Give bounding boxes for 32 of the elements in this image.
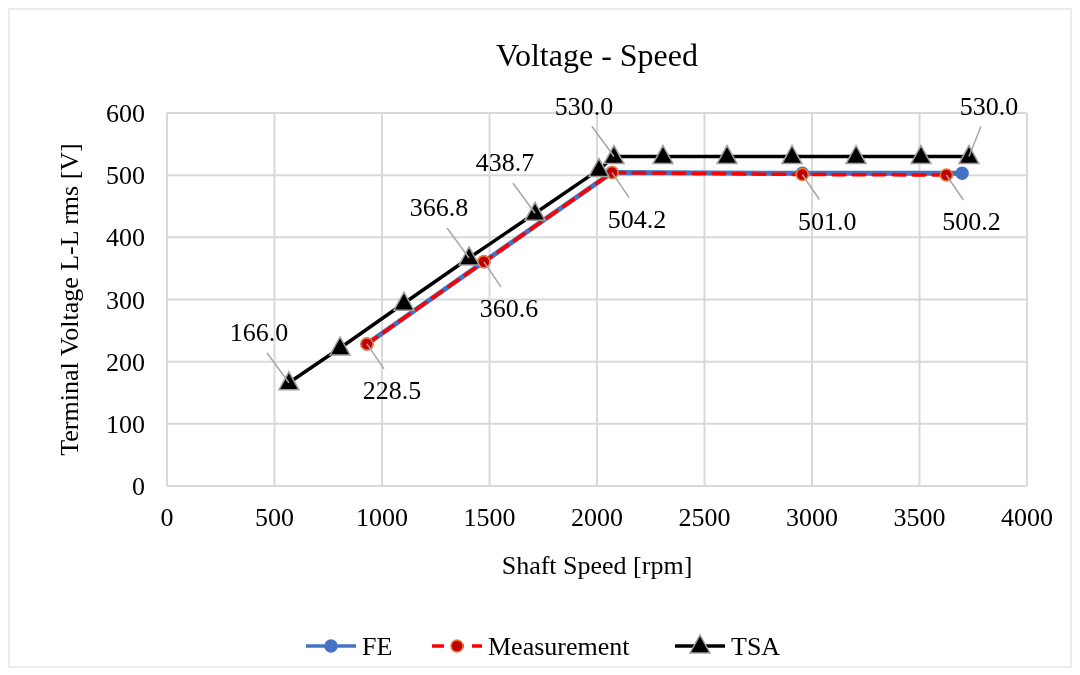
data-label: 501.0 xyxy=(798,206,857,236)
data-label: 530.0 xyxy=(554,91,614,121)
x-tick-label: 1500 xyxy=(463,503,516,532)
legend-label: Measurement xyxy=(488,632,631,661)
data-label: 504.2 xyxy=(607,204,667,234)
data-label: 228.5 xyxy=(362,375,422,405)
y-tick-label: 0 xyxy=(132,472,145,501)
x-tick-label: 2500 xyxy=(678,503,731,532)
x-tick-label: 2000 xyxy=(571,503,623,532)
x-tick-label: 3000 xyxy=(786,503,838,532)
data-label: 500.2 xyxy=(942,207,1001,237)
x-tick-label: 3500 xyxy=(893,503,946,532)
data-label: 530.0 xyxy=(959,91,1019,121)
legend-label: FE xyxy=(362,632,393,661)
legend-label: TSA xyxy=(731,632,781,661)
x-tick-label: 4000 xyxy=(1001,503,1053,532)
x-tick-label: 0 xyxy=(160,503,174,532)
y-tick-label: 500 xyxy=(106,161,145,191)
x-tick-label: 1000 xyxy=(356,503,408,532)
x-tick-label: 500 xyxy=(255,503,294,532)
data-label: 366.8 xyxy=(409,192,469,222)
x-axis-title: Shaft Speed [rpm] xyxy=(501,551,693,580)
data-label: 166.0 xyxy=(229,317,289,347)
y-axis-title: Terminal Voltage L-L rms [V] xyxy=(55,143,84,456)
data-label: 360.6 xyxy=(479,293,539,323)
y-tick-label: 300 xyxy=(106,285,145,315)
y-tick-label: 200 xyxy=(106,347,145,377)
y-tick-label: 400 xyxy=(106,223,145,253)
data-label: 438.7 xyxy=(475,148,535,178)
y-tick-label: 100 xyxy=(106,409,145,439)
y-tick-label: 600 xyxy=(106,99,145,128)
chart-title: Voltage - Speed xyxy=(495,37,699,73)
